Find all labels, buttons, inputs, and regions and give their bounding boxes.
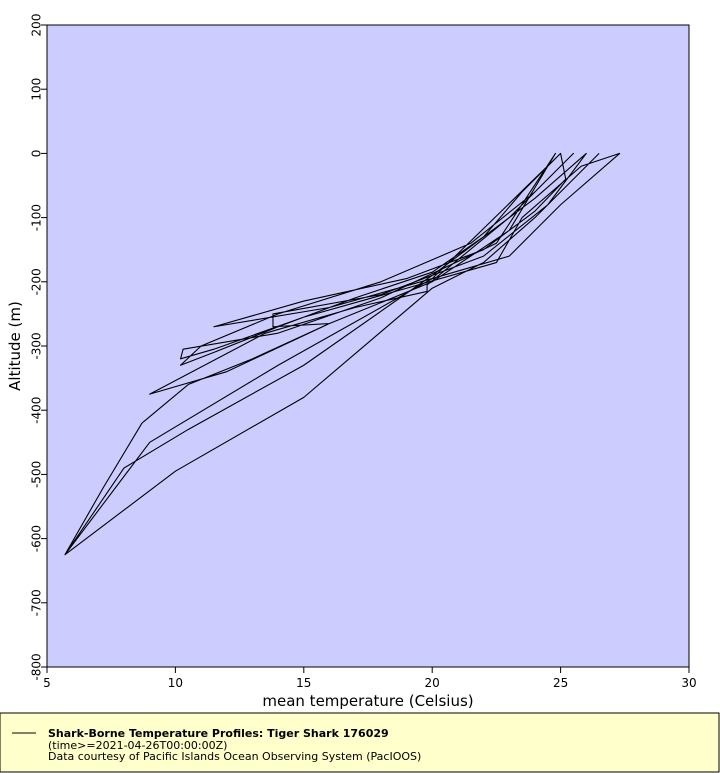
x-tick-label: 5 [43,676,51,690]
x-tick-label: 30 [681,676,696,690]
legend-title: Shark-Borne Temperature Profiles: Tiger … [48,727,389,740]
x-tick-label: 10 [168,676,183,690]
x-tick-label: 25 [553,676,568,690]
x-tick-label: 15 [296,676,311,690]
legend-subtitle: (time>=2021-04-26T00:00:00Z) [48,739,227,752]
y-tick-label: -700 [30,589,44,616]
x-axis-label: mean temperature (Celsius) [262,692,473,710]
y-tick-label: -500 [30,461,44,488]
y-tick-label: -600 [30,525,44,552]
y-tick-label: -800 [30,653,44,680]
data-line [64,152,621,556]
legend-note: Data courtesy of Pacific Islands Ocean O… [48,750,421,763]
x-tick-label: 20 [425,676,440,690]
y-tick-label: -400 [30,397,44,424]
y-tick-label: 0 [30,150,44,158]
y-tick-label: -300 [30,332,44,359]
y-tick-label: -200 [30,268,44,295]
y-tick-label: -100 [30,204,44,231]
y-tick-label: 200 [30,14,44,37]
legend-box [0,712,720,773]
y-axis-label: Altitude (m) [6,301,24,391]
plot-area [46,24,690,668]
y-tick-label: 100 [30,78,44,101]
